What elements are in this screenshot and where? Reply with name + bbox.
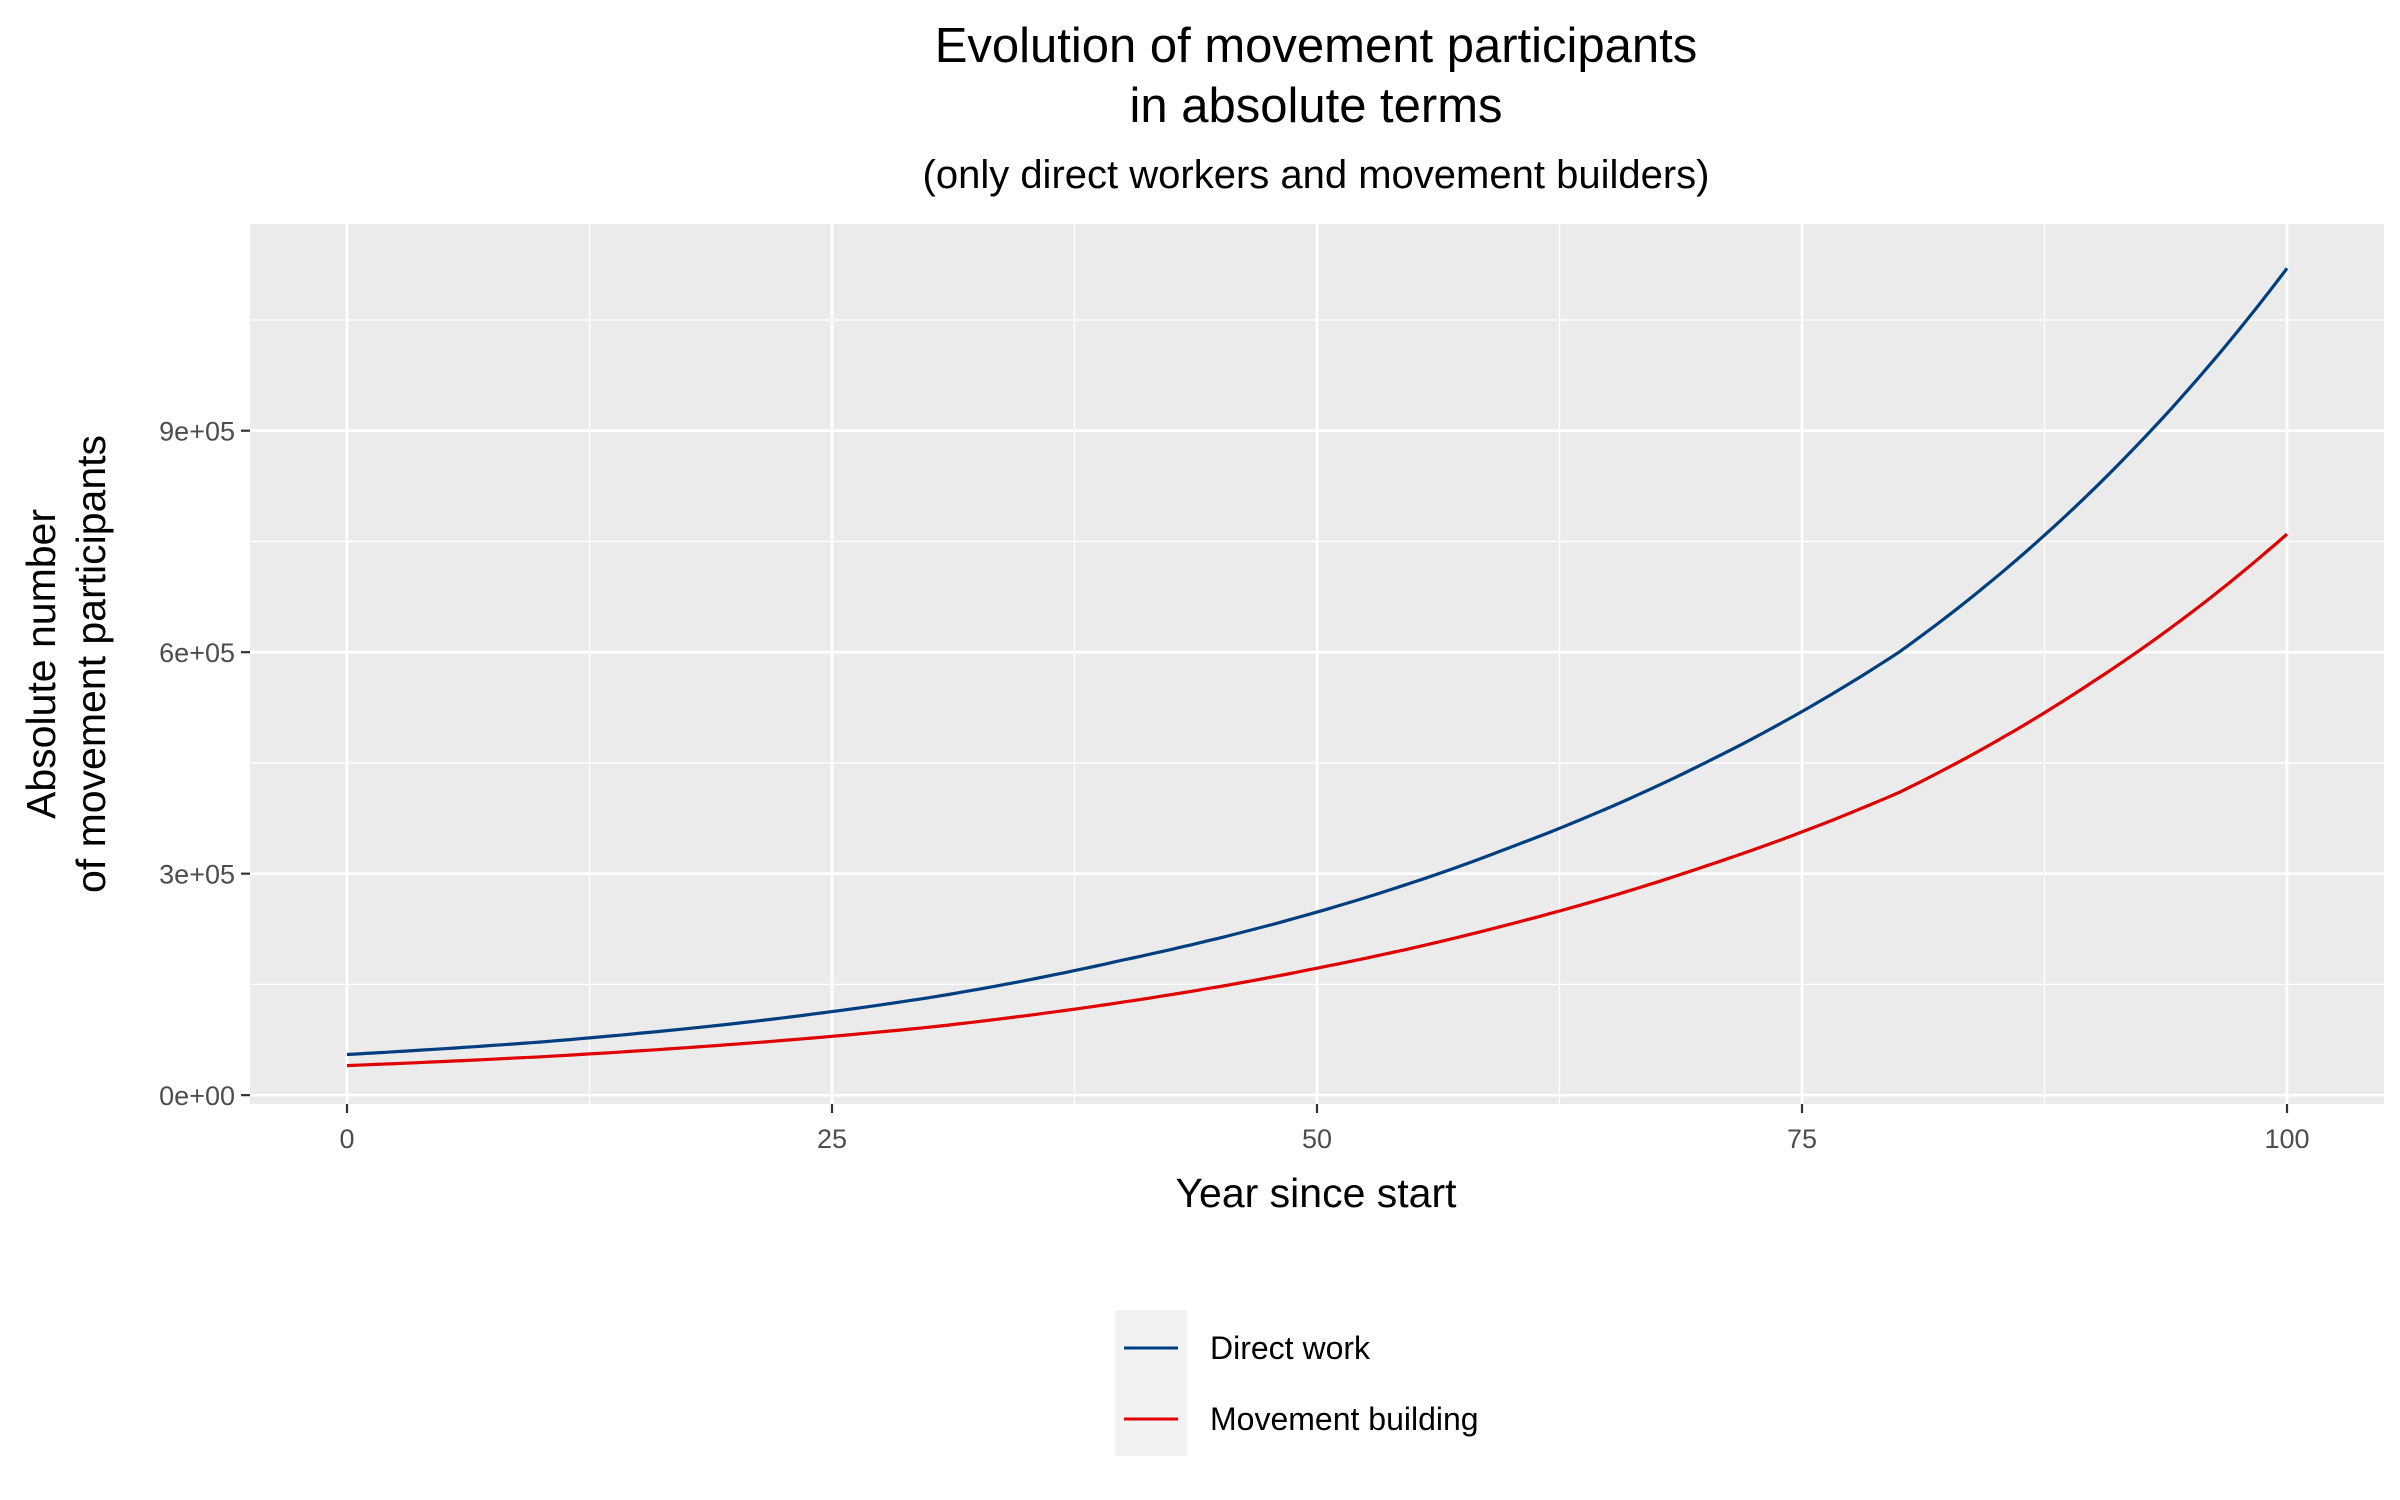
- x-axis-title: Year since start: [1175, 1170, 1457, 1216]
- chart-title-line-2: in absolute terms: [1129, 79, 1502, 133]
- legend-key-background: [1115, 1310, 1187, 1456]
- legend: Direct work Movement building: [1115, 1310, 1479, 1456]
- series-lines: [346, 267, 2289, 1068]
- chart-subtitle: (only direct workers and movement builde…: [923, 153, 1710, 197]
- grid-lines: [250, 224, 2384, 1104]
- x-tick-label: 50: [1302, 1124, 1332, 1154]
- y-axis-title-line-1: Absolute number: [18, 509, 64, 819]
- chart-title-line-1: Evolution of movement participants: [935, 19, 1698, 73]
- x-tick-label: 100: [2264, 1124, 2309, 1154]
- x-tick-label: 0: [339, 1124, 354, 1154]
- axes: 0 25 50 75 100 0e+00 3e+05 6e+05 9e+05: [159, 417, 2309, 1154]
- y-axis-title-line-2: of movement participants: [68, 435, 114, 893]
- y-tick-label: 3e+05: [159, 860, 235, 890]
- legend-label-movement-building: Movement building: [1210, 1401, 1479, 1437]
- series-line-direct-work: [346, 267, 2289, 1057]
- series-line-movement-building: [346, 532, 2289, 1068]
- legend-label-direct-work: Direct work: [1210, 1330, 1371, 1366]
- y-tick-label: 0e+00: [159, 1081, 235, 1111]
- x-tick-label: 25: [817, 1124, 847, 1154]
- y-tick-label: 6e+05: [159, 638, 235, 668]
- x-tick-label: 75: [1787, 1124, 1817, 1154]
- y-tick-label: 9e+05: [159, 417, 235, 447]
